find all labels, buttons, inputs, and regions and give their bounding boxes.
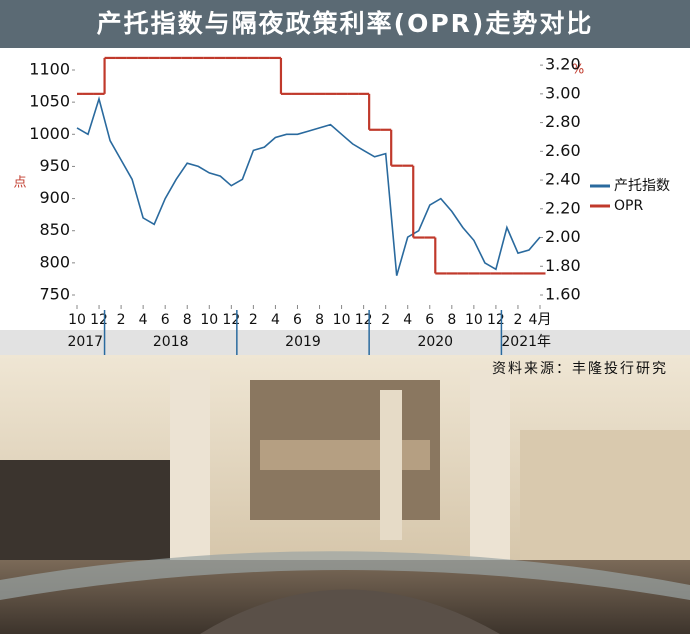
y-tick-label: 750 (39, 285, 70, 304)
x-year-label: 2018 (153, 334, 189, 350)
y2-axis-label: % (572, 63, 584, 78)
y-tick-label: 1000 (29, 124, 70, 143)
y2-tick-label: 2.80 (545, 112, 581, 131)
x-tick-label: 6 (161, 312, 170, 328)
x-tick-label: 12 (487, 312, 505, 328)
y2-tick-label: 3.00 (545, 83, 581, 102)
y-tick-label: 800 (39, 252, 70, 271)
x-tick-label: 8 (183, 312, 192, 328)
y2-tick-label: 2.00 (545, 227, 581, 246)
y2-tick-label: 2.40 (545, 170, 581, 189)
x-tick-label: 2 (117, 312, 126, 328)
x-tick-label: 6 (293, 312, 302, 328)
x-tick-label: 10 (465, 312, 483, 328)
y2-tick-label: 3.20 (545, 55, 581, 74)
x-tick-label: 10 (200, 312, 218, 328)
index-line (76, 96, 541, 276)
legend-label: OPR (614, 198, 643, 214)
column (170, 370, 210, 570)
x-year-label: 2017 (67, 334, 103, 350)
x-tick-label: 4 (271, 312, 280, 328)
x-year-label: 2021年 (501, 334, 551, 350)
y-tick-label: 950 (39, 156, 70, 175)
x-tick-label: 4 (403, 312, 412, 328)
railing (0, 551, 690, 600)
x-tick-label: 2 (513, 312, 522, 328)
y-tick-label: 1100 (29, 60, 70, 79)
x-tick-label: 8 (315, 312, 324, 328)
x-tick-label: 4月 (529, 312, 552, 328)
x-tick-label: 12 (355, 312, 373, 328)
title-bar (0, 0, 690, 48)
x-tick-label: 2 (381, 312, 390, 328)
x-year-label: 2019 (285, 334, 321, 350)
atrium-level (260, 440, 430, 470)
y-axis-label: 点 (13, 176, 26, 191)
x-tick-label: 12 (90, 312, 108, 328)
source-note: 资料来源：丰隆投行研究 (492, 361, 668, 377)
x-tick-label: 10 (333, 312, 351, 328)
column (470, 370, 510, 560)
x-year-label: 2020 (417, 334, 453, 350)
y2-tick-label: 2.60 (545, 141, 581, 160)
y2-tick-label: 1.60 (545, 285, 581, 304)
y-tick-label: 1050 (29, 92, 70, 111)
x-tick-label: 8 (447, 312, 456, 328)
column (380, 390, 402, 540)
x-tick-label: 6 (425, 312, 434, 328)
y-tick-label: 850 (39, 220, 70, 239)
legend-label: 产托指数 (614, 178, 670, 194)
x-tick-label: 4 (139, 312, 148, 328)
photo (0, 355, 690, 634)
atrium-void (200, 589, 500, 634)
x-tick-label: 10 (68, 312, 86, 328)
y2-tick-label: 1.80 (545, 256, 581, 275)
y-tick-label: 900 (39, 188, 70, 207)
y2-tick-label: 2.20 (545, 198, 581, 217)
x-tick-label: 12 (222, 312, 240, 328)
x-tick-label: 2 (249, 312, 258, 328)
shop-right (520, 430, 690, 560)
chart-title: 产托指数与隔夜政策利率(OPR)走势对比 (97, 9, 594, 38)
year-band (0, 330, 690, 355)
